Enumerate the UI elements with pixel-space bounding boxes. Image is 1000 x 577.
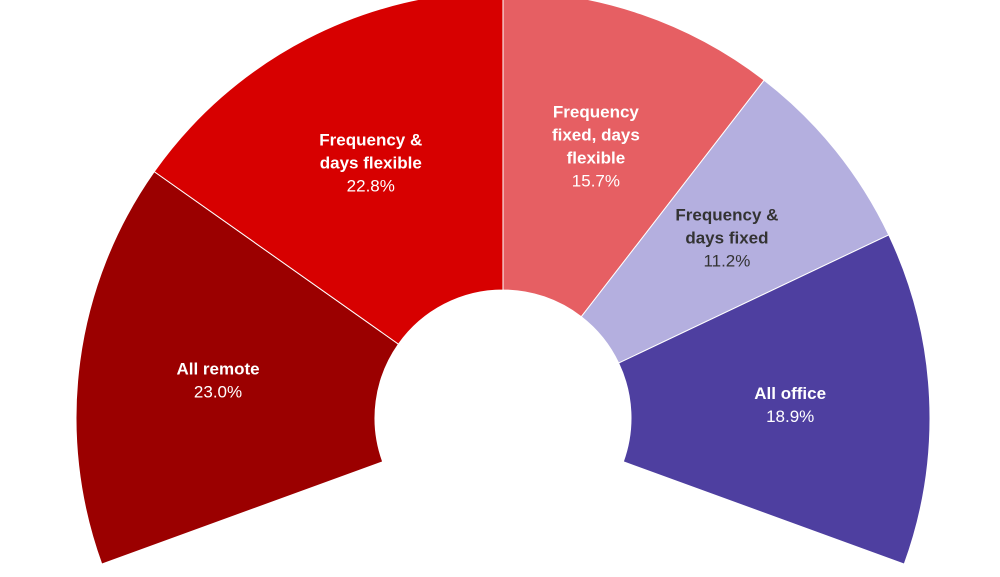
slice-value: 18.9% xyxy=(766,407,814,426)
chart-labels: All remote 23.0% Frequency & days flexible 2… xyxy=(176,102,826,426)
slice-2 xyxy=(502,0,765,318)
slice-value: 11.2% xyxy=(703,252,750,271)
slice-label-line: Frequency xyxy=(553,102,640,121)
slice-0 xyxy=(75,170,400,565)
slice-label-line: flexible xyxy=(567,148,626,167)
slice-3 xyxy=(580,79,890,364)
slice-1 xyxy=(153,0,504,345)
slice-value: 23.0% xyxy=(194,382,242,401)
slice-label-0: All remote 23.0% xyxy=(176,359,259,401)
slice-label-3: Frequency & days fixed 11.2% xyxy=(675,206,778,271)
slice-label-line: All office xyxy=(754,384,826,403)
slice-label-2: Frequency fixed, days flexible 15.7% xyxy=(552,102,640,190)
chart-slices xyxy=(75,0,931,565)
slice-label-1: Frequency & days flexible 22.8% xyxy=(319,131,422,196)
slice-label-4: All office 18.9% xyxy=(754,384,826,426)
slice-value: 15.7% xyxy=(572,171,620,190)
slice-label-line: All remote xyxy=(176,359,259,378)
slice-label-line: days flexible xyxy=(320,154,422,173)
slice-label-line: Frequency & xyxy=(675,206,778,225)
slice-label-line: Frequency & xyxy=(319,131,422,150)
slice-label-line: fixed, days xyxy=(552,125,640,144)
slice-4 xyxy=(617,234,931,565)
slice-label-line: days fixed xyxy=(685,229,768,248)
slice-value: 22.8% xyxy=(347,177,395,196)
